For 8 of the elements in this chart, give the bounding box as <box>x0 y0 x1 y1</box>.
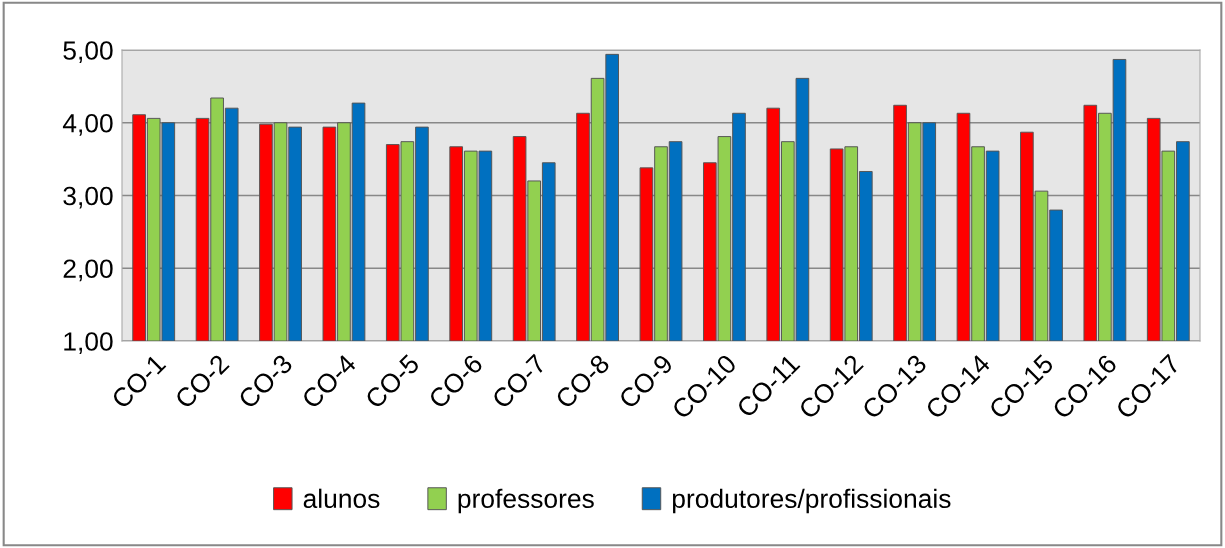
y-tick-label: 3,00 <box>63 186 113 209</box>
y-tick-label: 2,00 <box>63 259 113 282</box>
legend-label: alunos <box>303 488 380 509</box>
y-tick-label: 5,00 <box>63 41 113 63</box>
legend-label: produtores/profissionais <box>672 488 951 514</box>
legend-label: professores <box>458 488 594 514</box>
y-tick-label: 4,00 <box>62 113 113 136</box>
y-tick-label: 1,00 <box>64 332 113 354</box>
